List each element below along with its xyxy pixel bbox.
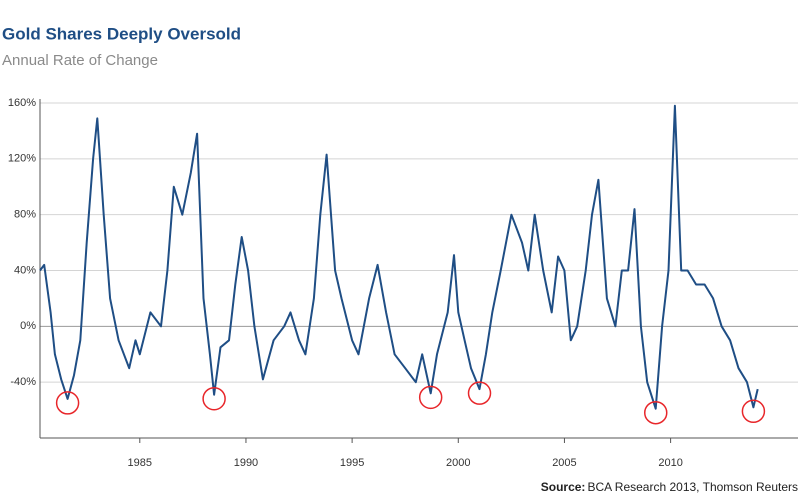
source-text: BCA Research 2013, Thomson Reuters: [587, 480, 798, 494]
x-tick-label: 1990: [234, 457, 258, 469]
source-note: Source: BCA Research 2013, Thomson Reuter…: [541, 480, 798, 494]
x-tick-label: 2010: [658, 457, 682, 469]
trough-highlight: [55, 391, 80, 415]
source-label: Source:: [541, 480, 586, 494]
trough-highlight: [741, 399, 766, 424]
y-tick-label: 80%: [14, 209, 36, 221]
trough-highlight: [467, 381, 492, 405]
x-tick-label: 1985: [128, 457, 152, 469]
y-tick-label: 120%: [8, 153, 36, 165]
y-tick-label: 40%: [14, 264, 36, 276]
y-tick-label: 160%: [8, 97, 36, 109]
x-tick-label: 2000: [446, 457, 470, 469]
trough-highlight: [418, 385, 443, 410]
x-tick-label: 1995: [340, 457, 364, 469]
y-tick-label: 0%: [20, 320, 36, 332]
chart-title: Gold Shares Deeply Oversold: [2, 24, 241, 43]
trough-highlight: [202, 386, 226, 411]
y-tick-label: -40%: [10, 376, 36, 388]
chart-subtitle: Annual Rate of Change: [2, 52, 158, 69]
x-tick-label: 2005: [552, 457, 576, 469]
trough-highlight: [643, 400, 668, 425]
data-line: [39, 104, 759, 410]
